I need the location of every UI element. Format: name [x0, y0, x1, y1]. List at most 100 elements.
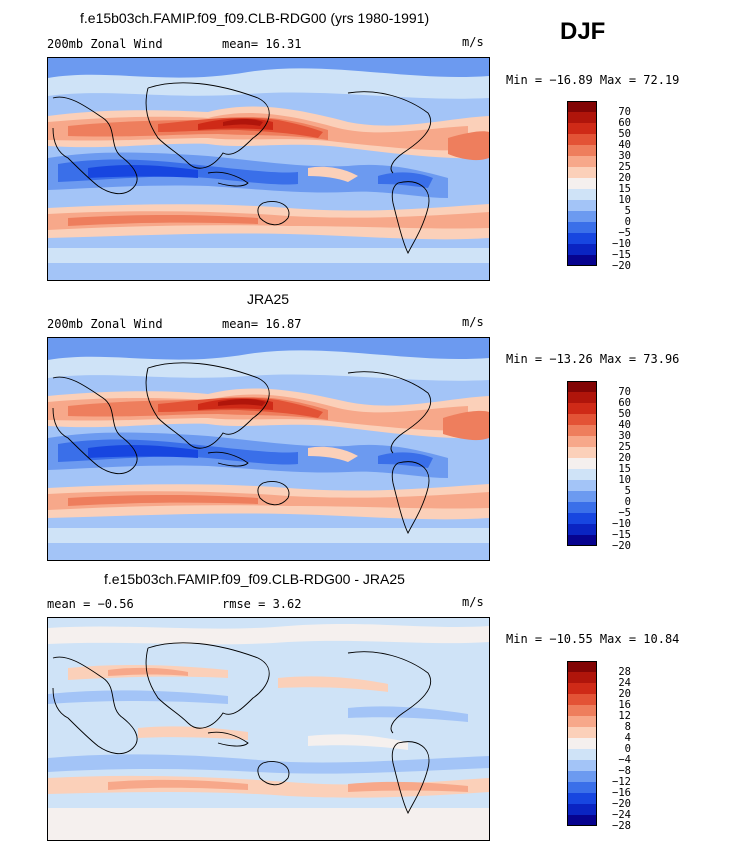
panel-2-colorbar-label: 5: [624, 485, 631, 497]
panel-3-colorbar-swatch: [567, 749, 597, 760]
panel-1-colorbar-swatch: [567, 178, 597, 189]
season-label: DJF: [560, 18, 606, 45]
panel-2-colorbar-swatch: [567, 524, 597, 535]
panel-1-colorbar-label: 50: [618, 128, 631, 140]
panel-3-colorbar-label: 20: [618, 688, 631, 700]
panel-2-colorbar-label: 40: [618, 419, 631, 431]
panel-2-colorbar-label: 60: [618, 397, 631, 409]
panel-3-colorbar-swatch: [567, 661, 597, 672]
panel-3-colorbar-swatch: [567, 738, 597, 749]
panel-2-colorbar-label: 0: [624, 496, 631, 508]
panel-2-colorbar-swatch: [567, 469, 597, 480]
panel-3-colorbar-swatch: [567, 804, 597, 815]
panel-2-colorbar-swatch: [567, 480, 597, 491]
panel-1-colorbar-label: 60: [618, 117, 631, 129]
panel-1-colorbar-swatch: [567, 189, 597, 200]
panel-3-minmax: Min = −10.55 Max = 10.84: [506, 632, 680, 646]
panel-3-colorbar: [567, 661, 597, 826]
panel-1-colorbar-swatch: [567, 244, 597, 255]
panel-2-minmax: Min = −13.26 Max = 73.96: [506, 352, 680, 366]
panel-1-colorbar-label: −20: [612, 260, 631, 272]
panel-2-colorbar-label: 25: [618, 441, 631, 453]
panel-2-colorbar-swatch: [567, 447, 597, 458]
panel-2-colorbar-label: 30: [618, 430, 631, 442]
panel-3-rmse-label: rmse = 3.62: [222, 597, 302, 611]
panel-2-colorbar-label: −20: [612, 540, 631, 552]
panel-2-colorbar-swatch: [567, 502, 597, 513]
panel-1-colorbar-label: 10: [618, 194, 631, 206]
panel-3-colorbar-swatch: [567, 727, 597, 738]
panel-2-colorbar-label: −15: [612, 529, 631, 541]
panel-1-colorbar: [567, 101, 597, 266]
panel-1-title: f.e15b03ch.FAMIP.f09_f09.CLB-RDG00 (yrs …: [80, 10, 430, 26]
panel-2-colorbar-swatch: [567, 436, 597, 447]
panel-1-colorbar-label: −15: [612, 249, 631, 261]
panel-2-colorbar-swatch: [567, 535, 597, 546]
panel-2-colorbar-label: −5: [618, 507, 631, 519]
panel-2-colorbar: [567, 381, 597, 546]
panel-3-colorbar-swatch: [567, 771, 597, 782]
panel-1-colorbar-label: 0: [624, 216, 631, 228]
panel-1-minmax: Min = −16.89 Max = 72.19: [506, 73, 680, 87]
panel-3-units: m/s: [462, 595, 484, 609]
panel-1-colorbar-label: 20: [618, 172, 631, 184]
panel-1-colorbar-label: 30: [618, 150, 631, 162]
panel-1-colorbar-label: −5: [618, 227, 631, 239]
panel-2-colorbar-label: 20: [618, 452, 631, 464]
panel-3-colorbar-label: −4: [618, 754, 631, 766]
panel-3-colorbar-label: 4: [624, 732, 631, 744]
panel-3-colorbar-label: 12: [618, 710, 631, 722]
panel-2-map: [47, 337, 490, 561]
panel-3-colorbar-swatch: [567, 683, 597, 694]
panel-1-colorbar-swatch: [567, 156, 597, 167]
panel-2-colorbar-swatch: [567, 513, 597, 524]
panel-3-colorbar-label: −20: [612, 798, 631, 810]
panel-3-mean-label: mean = −0.56: [47, 597, 134, 611]
panel-3-colorbar-label: 8: [624, 721, 631, 733]
panel-2-colorbar-swatch: [567, 458, 597, 469]
panel-2-colorbar-label: 70: [618, 386, 631, 398]
panel-3-colorbar-swatch: [567, 705, 597, 716]
panel-3-contour-field: [48, 618, 489, 840]
panel-3-colorbar-label: 24: [618, 677, 631, 689]
panel-2-mean-label: mean= 16.87: [222, 317, 302, 331]
panel-1-variable-label: 200mb Zonal Wind: [47, 37, 163, 51]
panel-1-colorbar-label: −10: [612, 238, 631, 250]
panel-1-colorbar-swatch: [567, 145, 597, 156]
panel-3-colorbar-label: −16: [612, 787, 631, 799]
panel-1-colorbar-swatch: [567, 167, 597, 178]
panel-2-title: JRA25: [247, 291, 290, 307]
panel-1-units: m/s: [462, 35, 484, 49]
panel-1-colorbar-label: 25: [618, 161, 631, 173]
panel-3-colorbar-swatch: [567, 760, 597, 771]
panel-1-colorbar-swatch: [567, 211, 597, 222]
panel-2-colorbar-swatch: [567, 381, 597, 392]
panel-2-variable-label: 200mb Zonal Wind: [47, 317, 163, 331]
panel-2-colorbar-swatch: [567, 403, 597, 414]
panel-2-colorbar-swatch: [567, 491, 597, 502]
panel-2-colorbar-label: 15: [618, 463, 631, 475]
panel-1-colorbar-swatch: [567, 255, 597, 266]
panel-1-contour-field: [48, 58, 489, 280]
panel-2-colorbar-swatch: [567, 414, 597, 425]
panel-3-colorbar-swatch: [567, 672, 597, 683]
panel-1-colorbar-label: 5: [624, 205, 631, 217]
panel-3-colorbar-swatch: [567, 782, 597, 793]
panel-3-title: f.e15b03ch.FAMIP.f09_f09.CLB-RDG00 - JRA…: [104, 571, 405, 587]
panel-1-colorbar-swatch: [567, 200, 597, 211]
panel-2-colorbar-swatch: [567, 425, 597, 436]
panel-1-colorbar-swatch: [567, 222, 597, 233]
panel-2-contour-field: [48, 338, 489, 560]
panel-3-colorbar-swatch: [567, 694, 597, 705]
panel-3-colorbar-label: 28: [618, 666, 631, 678]
panel-3-map: [47, 617, 490, 841]
panel-2-colorbar-swatch: [567, 392, 597, 403]
panel-3-colorbar-label: −8: [618, 765, 631, 777]
panel-1-colorbar-swatch: [567, 233, 597, 244]
panel-3-colorbar-label: −28: [612, 820, 631, 832]
panel-1-colorbar-label: 70: [618, 106, 631, 118]
panel-2-units: m/s: [462, 315, 484, 329]
panel-3-colorbar-label: −24: [612, 809, 631, 821]
panel-2-colorbar-label: 10: [618, 474, 631, 486]
panel-1-colorbar-swatch: [567, 134, 597, 145]
